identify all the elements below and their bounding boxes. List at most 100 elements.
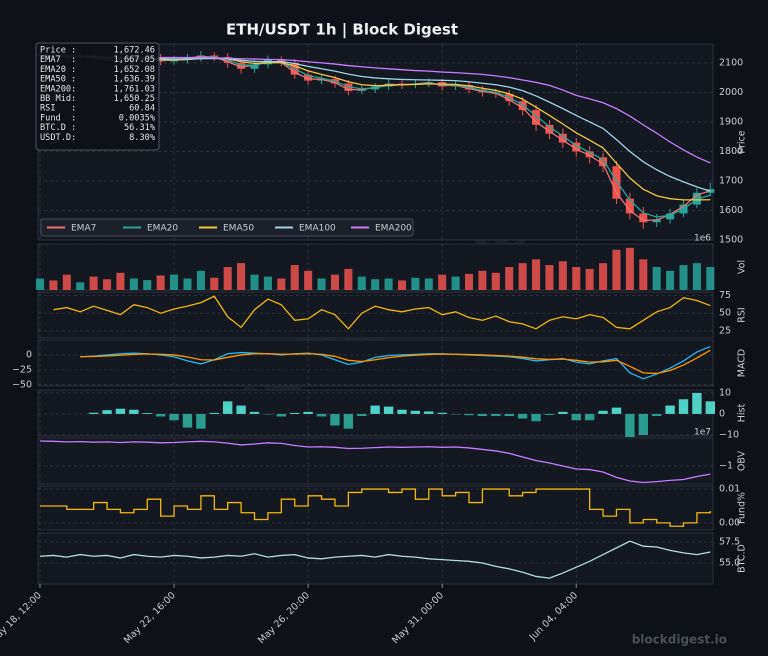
chart-title: ETH/USDT 1h | Block Digest <box>226 21 458 40</box>
hist-bar <box>424 411 434 414</box>
indicator-line <box>80 345 711 380</box>
info-key: EMA7 : <box>40 55 76 65</box>
volume-bar <box>692 263 701 290</box>
candle-body <box>585 151 594 158</box>
hist-bar <box>625 413 635 438</box>
axis-label: Price <box>737 130 748 153</box>
info-value: 1,667.05 <box>114 55 155 65</box>
hist-bar <box>276 413 287 417</box>
hist-bar <box>129 409 139 414</box>
candle-body <box>558 133 567 143</box>
volume-bar <box>89 276 98 290</box>
volume-bar <box>438 274 447 290</box>
panel-frame <box>37 437 714 485</box>
volume-bar <box>170 274 179 290</box>
candle-body <box>210 55 219 57</box>
candle-body <box>518 101 527 111</box>
y-tick-label: 0.00 <box>719 517 740 528</box>
indicator-line <box>39 540 711 579</box>
hist-bar <box>598 410 608 414</box>
y-tick-label: 57.5 <box>719 536 740 547</box>
info-key: EMA20 : <box>40 65 76 75</box>
legend-label: EMA7 <box>71 224 96 234</box>
candle-body <box>639 213 648 223</box>
volume-bar <box>263 276 272 290</box>
y-tick-label: 0 <box>26 349 32 360</box>
volume-bar <box>317 278 326 290</box>
volume-bar <box>572 267 581 290</box>
volume-bar <box>35 278 45 290</box>
volume-bar <box>424 278 433 290</box>
hist-bar <box>196 413 206 429</box>
hist-bar <box>249 411 260 414</box>
volume-bar <box>518 263 527 290</box>
volume-bar <box>532 259 541 290</box>
y-tick-label: 1900 <box>719 116 743 127</box>
volume-bar <box>397 280 406 290</box>
hist-bar <box>410 410 421 414</box>
y-tick-label: −10 <box>719 429 739 440</box>
y-tick-label: 2000 <box>719 87 743 98</box>
panel-frame <box>37 532 714 585</box>
y-tick-label: 0 <box>719 408 725 419</box>
volume-bar <box>129 278 138 290</box>
axis-label: BTC.D <box>737 544 748 573</box>
info-box <box>35 42 160 151</box>
legend-box <box>40 218 414 237</box>
y-tick-label: −25 <box>12 364 32 375</box>
hist-bar <box>223 401 233 414</box>
hist-bar <box>611 407 622 414</box>
volume-bar <box>464 273 474 290</box>
hist-bar <box>115 408 126 414</box>
volume-bar <box>344 268 353 290</box>
volume-bar <box>545 265 554 290</box>
hist-bar <box>236 405 246 414</box>
candle-body <box>599 157 608 167</box>
legend-label: EMA100 <box>299 224 336 234</box>
volume-bar <box>411 277 420 290</box>
axis-label: Fund% <box>737 492 748 524</box>
footer-brand: blockdigest.io <box>632 633 727 647</box>
axis-label: Vol <box>737 260 748 274</box>
volume-bar <box>76 282 85 290</box>
info-value: 1,650.25 <box>114 94 155 104</box>
candle-body <box>237 62 246 69</box>
volume-bar <box>599 263 608 290</box>
hist-bar <box>652 413 662 417</box>
hist-bar <box>357 413 367 417</box>
hist-bar <box>209 412 219 414</box>
info-value: 1,636.39 <box>114 75 155 85</box>
volume-bar <box>62 274 71 290</box>
legend-label: EMA20 <box>147 224 178 234</box>
offset-label: 1e6 <box>694 234 711 244</box>
hist-bar <box>142 413 152 414</box>
hist-bar <box>383 406 394 414</box>
candle-body <box>652 219 661 223</box>
info-key: RSI : <box>40 104 76 114</box>
axis-label: MACD <box>737 349 748 377</box>
volume-bar <box>196 270 205 290</box>
volume-bar <box>250 274 259 290</box>
hist-bar <box>531 413 541 422</box>
axis-label: RSI <box>737 307 748 322</box>
volume-bar <box>679 265 688 290</box>
hist-bar <box>638 413 648 435</box>
indicator-line <box>80 349 711 375</box>
volume-bar <box>330 274 339 290</box>
info-key: USDT.D: <box>40 133 76 143</box>
hist-bar <box>343 413 354 429</box>
info-value: 8.30% <box>129 133 156 143</box>
hist-bar <box>437 412 447 414</box>
candle-body <box>304 74 313 81</box>
candle-body <box>625 198 634 214</box>
candle-body <box>572 142 581 152</box>
hist-bar <box>705 401 716 414</box>
hist-bar <box>678 399 689 414</box>
volume-bar <box>49 280 58 290</box>
candle-body <box>666 213 675 220</box>
hist-bar <box>316 413 327 417</box>
volume-bar <box>451 276 460 290</box>
volume-bar <box>143 280 152 290</box>
volume-bar <box>371 279 380 290</box>
